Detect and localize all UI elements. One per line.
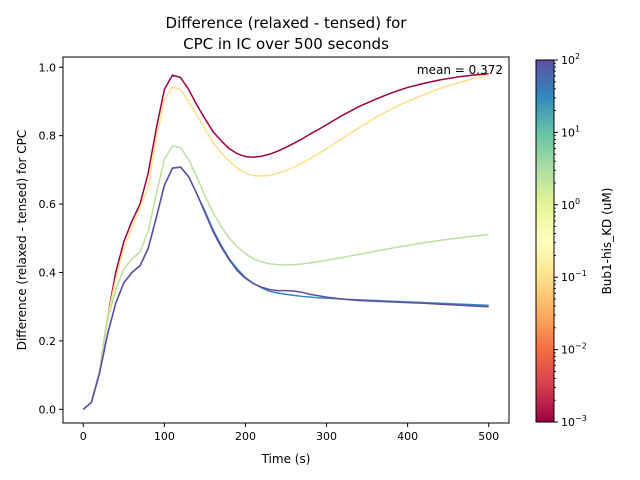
plot-area-frame	[62, 56, 510, 424]
x-tick-label: 0	[80, 430, 87, 443]
y-axis-label: Difference (relaxed - tensed) for CPC	[15, 130, 29, 351]
y-tick-label: 0.0	[39, 403, 57, 416]
x-tick-label: 100	[154, 430, 175, 443]
x-tick-label: 400	[397, 430, 418, 443]
colorbar-tick-label: 101	[561, 124, 580, 139]
y-tick-label: 0.6	[39, 198, 57, 211]
series-line-1	[82, 74, 489, 410]
series-line-3	[82, 166, 489, 410]
colorbar-label: Bub1-his_KD (uM)	[600, 188, 614, 295]
mean-annotation: mean = 0.372	[417, 63, 503, 77]
colorbar-tick-label: 10−1	[561, 269, 587, 284]
colorbar-tick-label: 100	[561, 197, 580, 212]
colorbar-ticks: 10−3 10−2 10−1 100 101 102	[554, 52, 587, 429]
x-tick-label: 200	[235, 430, 256, 443]
chart-title-line1: Difference (relaxed - tensed) for	[166, 14, 408, 32]
y-tick-label: 0.4	[39, 266, 57, 279]
x-tick-label: 500	[478, 430, 499, 443]
colorbar	[535, 59, 555, 423]
series-line-4	[82, 166, 489, 410]
series-line-2	[82, 145, 489, 410]
colorbar-tick-label: 10−3	[561, 414, 587, 429]
colorbar-tick-label: 102	[561, 52, 580, 67]
x-axis-label: Time (s)	[261, 452, 311, 466]
colorbar-tick-label: 10−2	[561, 342, 587, 357]
x-axis-ticks: 0 100 200 300 400 500	[80, 423, 499, 443]
series-line-0	[82, 73, 489, 410]
y-tick-label: 0.2	[39, 335, 57, 348]
y-tick-label: 1.0	[39, 61, 57, 74]
x-tick-label: 300	[316, 430, 337, 443]
y-tick-label: 0.8	[39, 130, 57, 143]
series-layer	[82, 73, 489, 410]
y-axis-ticks: 0.0 0.2 0.4 0.6 0.8 1.0	[39, 61, 63, 416]
chart-title-line2: CPC in IC over 500 seconds	[183, 35, 389, 53]
